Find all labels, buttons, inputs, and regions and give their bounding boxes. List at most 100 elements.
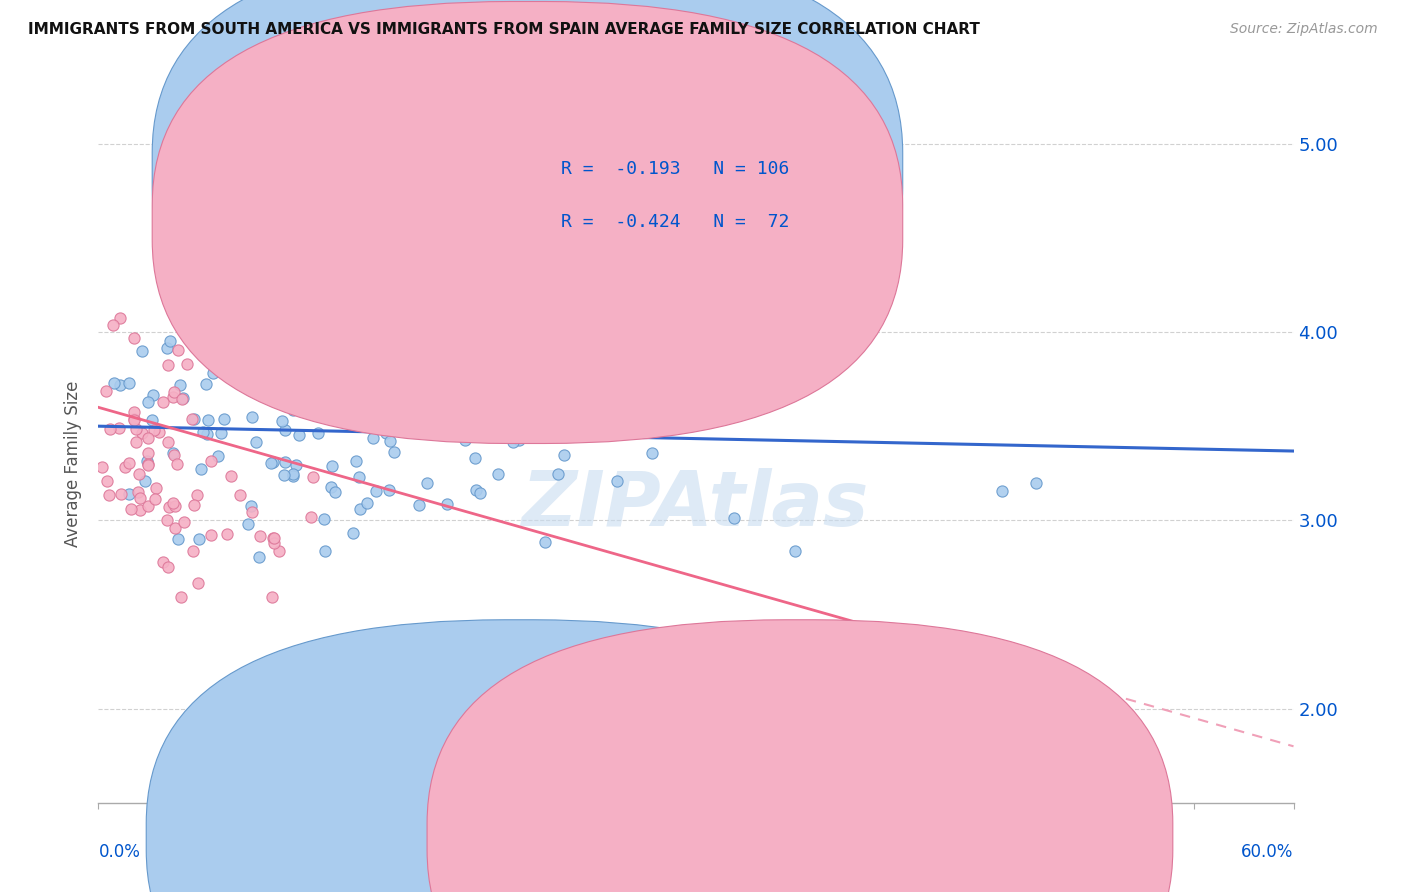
Point (125, 435, 148, 450)
Text: ZIPAtlas: ZIPAtlas (522, 467, 870, 541)
Point (108, 378, 131, 392)
Point (236, 516, 259, 531)
Point (207, 450, 229, 464)
Point (163, 448, 186, 462)
Point (723, 511, 745, 525)
Point (593, 392, 616, 406)
Point (197, 412, 219, 426)
Point (122, 412, 145, 426)
Text: R =  -0.193   N = 106: R = -0.193 N = 106 (561, 160, 789, 178)
Point (360, 364, 382, 378)
Point (262, 455, 284, 469)
Point (117, 486, 139, 500)
Point (375, 426, 398, 441)
Point (240, 499, 263, 513)
Point (157, 500, 180, 514)
Point (405, 346, 427, 360)
Point (122, 331, 145, 345)
Point (163, 385, 186, 400)
Point (200, 453, 222, 467)
Point (321, 458, 343, 473)
Point (172, 392, 194, 406)
Point (167, 532, 190, 546)
Point (157, 560, 180, 574)
Point (114, 460, 136, 475)
Point (245, 434, 267, 449)
Point (98, 422, 121, 436)
Point (508, 434, 530, 448)
Point (143, 423, 166, 437)
Point (125, 422, 148, 436)
Point (205, 343, 228, 358)
Point (299, 510, 322, 524)
Point (240, 410, 263, 425)
Point (534, 534, 557, 549)
Point (183, 498, 205, 512)
Text: 60.0%: 60.0% (1241, 844, 1294, 862)
Point (641, 445, 664, 459)
Point (143, 491, 166, 506)
Point (222, 355, 245, 369)
Point (166, 457, 188, 471)
Y-axis label: Average Family Size: Average Family Size (65, 381, 83, 547)
Point (136, 500, 159, 514)
Point (441, 376, 464, 390)
Point (312, 511, 335, 525)
Point (194, 377, 217, 392)
Point (349, 470, 371, 484)
Point (124, 405, 146, 419)
Text: IMMIGRANTS FROM SOUTH AMERICA VS IMMIGRANTS FROM SPAIN AVERAGE FAMILY SIZE CORRE: IMMIGRANTS FROM SOUTH AMERICA VS IMMIGRA… (28, 22, 980, 37)
Point (200, 528, 222, 542)
Point (281, 467, 304, 481)
Point (267, 543, 290, 558)
Point (183, 412, 205, 426)
Point (1025, 475, 1047, 490)
Point (249, 529, 271, 543)
Point (648, 399, 671, 413)
Point (454, 434, 477, 448)
Point (349, 502, 371, 516)
Point (262, 531, 284, 545)
Point (378, 483, 401, 497)
Point (416, 475, 439, 490)
Point (188, 532, 211, 546)
Point (416, 399, 439, 413)
Point (468, 486, 491, 500)
Point (159, 334, 181, 348)
Point (361, 431, 384, 445)
Point (108, 311, 131, 326)
Point (219, 469, 242, 483)
Point (247, 550, 270, 565)
Point (287, 356, 309, 370)
Point (136, 458, 159, 472)
Point (380, 434, 402, 449)
Point (108, 421, 131, 435)
Point (136, 446, 159, 460)
Point (136, 431, 159, 445)
Point (173, 515, 195, 529)
Point (195, 427, 218, 442)
Point (517, 420, 540, 434)
Point (128, 467, 150, 482)
Point (145, 481, 167, 495)
Point (323, 484, 346, 499)
Point (307, 398, 329, 412)
Point (408, 498, 430, 512)
Point (240, 505, 263, 519)
Point (281, 403, 304, 417)
Point (389, 392, 412, 406)
Point (233, 368, 256, 383)
Point (152, 395, 174, 409)
Point (122, 413, 145, 427)
Point (148, 425, 170, 439)
Point (156, 513, 179, 527)
Point (141, 413, 163, 427)
Point (156, 434, 179, 449)
Point (217, 301, 239, 316)
Point (319, 481, 342, 495)
Point (347, 353, 370, 368)
Point (134, 474, 156, 488)
Point (547, 467, 569, 482)
Text: 0.0%: 0.0% (98, 844, 141, 862)
Point (129, 502, 152, 516)
